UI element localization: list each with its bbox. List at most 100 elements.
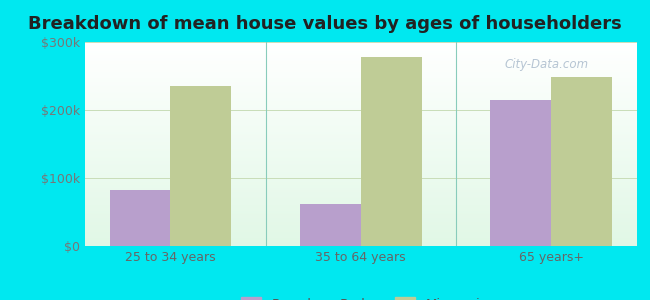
Bar xyxy=(84,109,637,110)
Bar xyxy=(84,47,637,48)
Text: City-Data.com: City-Data.com xyxy=(504,58,588,71)
Bar xyxy=(84,215,637,216)
Bar xyxy=(84,167,637,169)
Bar xyxy=(84,50,637,51)
Bar xyxy=(84,160,637,161)
Bar xyxy=(84,75,637,76)
Bar xyxy=(84,96,637,97)
Bar xyxy=(84,175,637,176)
Bar xyxy=(84,225,637,226)
Bar xyxy=(84,181,637,182)
Bar xyxy=(84,107,637,108)
Bar xyxy=(84,234,637,235)
Bar xyxy=(84,204,637,205)
Bar xyxy=(84,169,637,170)
Bar xyxy=(84,58,637,59)
Bar xyxy=(84,134,637,135)
Bar xyxy=(84,155,637,156)
Bar xyxy=(84,123,637,124)
Bar xyxy=(84,221,637,223)
Bar xyxy=(84,228,637,229)
Bar xyxy=(84,184,637,185)
Bar xyxy=(84,185,637,186)
Bar xyxy=(84,150,637,151)
Bar xyxy=(84,244,637,245)
Bar xyxy=(84,102,637,103)
Bar xyxy=(84,53,637,54)
Bar xyxy=(84,195,637,196)
Bar xyxy=(84,198,637,199)
Bar xyxy=(84,82,637,83)
Bar xyxy=(84,201,637,202)
Bar xyxy=(84,118,637,119)
Bar xyxy=(84,59,637,60)
Bar xyxy=(84,210,637,211)
Bar xyxy=(84,235,637,236)
Bar xyxy=(84,92,637,93)
Bar xyxy=(84,194,637,195)
Bar xyxy=(84,100,637,101)
Bar xyxy=(84,218,637,220)
Bar xyxy=(84,88,637,89)
Bar xyxy=(84,101,637,102)
Bar xyxy=(84,90,637,91)
Bar xyxy=(84,89,637,90)
Bar xyxy=(84,113,637,114)
Bar xyxy=(84,61,637,62)
Bar xyxy=(84,60,637,62)
Bar xyxy=(84,135,637,136)
Bar xyxy=(84,108,637,109)
Bar xyxy=(84,231,637,232)
Bar xyxy=(84,129,637,130)
Bar xyxy=(84,112,637,113)
Bar xyxy=(84,52,637,53)
Bar xyxy=(84,164,637,165)
Bar xyxy=(84,189,637,190)
Bar xyxy=(84,42,637,43)
Bar xyxy=(84,145,637,146)
Bar xyxy=(84,64,637,65)
Bar xyxy=(84,147,637,148)
Bar xyxy=(84,78,637,79)
Bar xyxy=(84,133,637,134)
Bar xyxy=(84,127,637,128)
Bar xyxy=(84,179,637,180)
Bar xyxy=(84,81,637,82)
Bar xyxy=(84,87,637,88)
Bar xyxy=(84,241,637,242)
Bar xyxy=(84,97,637,98)
Bar xyxy=(84,156,637,157)
Bar xyxy=(84,216,637,217)
Bar xyxy=(84,158,637,159)
Bar xyxy=(84,169,637,170)
Bar xyxy=(84,118,637,119)
Bar xyxy=(84,114,637,116)
Bar xyxy=(84,208,637,209)
Bar xyxy=(84,170,637,172)
Bar xyxy=(84,214,637,215)
Bar xyxy=(84,51,637,52)
Bar xyxy=(84,136,637,137)
Bar xyxy=(84,224,637,225)
Bar xyxy=(84,63,637,64)
Bar xyxy=(84,86,637,87)
Bar xyxy=(84,233,637,234)
Bar xyxy=(84,197,637,198)
Bar xyxy=(84,56,637,57)
Bar xyxy=(551,77,612,246)
Bar xyxy=(84,49,637,50)
Bar xyxy=(84,149,637,150)
Bar xyxy=(84,122,637,123)
Bar xyxy=(84,172,637,174)
Bar xyxy=(84,143,637,144)
Bar xyxy=(84,130,637,131)
Bar xyxy=(84,199,637,200)
Bar xyxy=(84,76,637,77)
Bar xyxy=(84,105,637,106)
Bar xyxy=(84,161,637,162)
Bar xyxy=(84,119,637,121)
Bar xyxy=(84,229,637,230)
Bar xyxy=(84,121,637,122)
Bar xyxy=(84,245,637,246)
Bar xyxy=(84,187,637,188)
